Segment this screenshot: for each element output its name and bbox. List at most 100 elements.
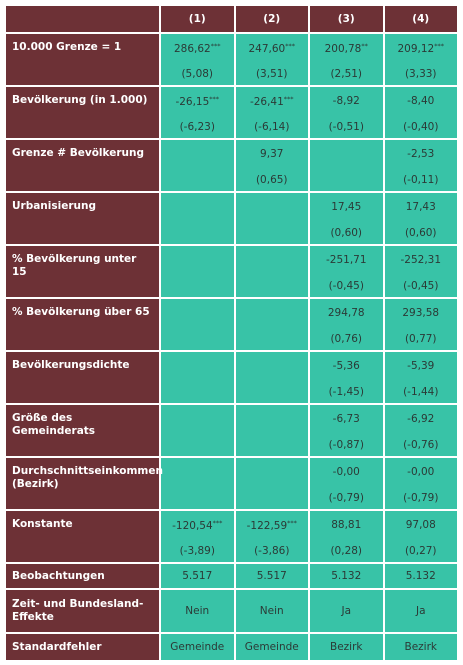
standard-error: (-0,76) [403, 439, 439, 451]
standard-error: (-0,79) [403, 492, 439, 504]
value-cell [235, 246, 308, 297]
coefficient-row: Durchschnittseinkommen (Bezirk) -0,00 (-0,… [6, 458, 457, 509]
value-cell: -122,59*** (-3,86) [235, 511, 309, 562]
value-cell: -8,92 (-0,51) [310, 87, 383, 138]
coefficient: -26,41*** [236, 95, 309, 109]
coefficient-row: Grenze # Bevölkerung 9,37 (0,65) -2,53 (-0,1… [6, 140, 457, 191]
value-cell: Gemeinde [235, 634, 308, 660]
coefficient-value: 209,12 [397, 43, 435, 55]
significance-stars: *** [434, 42, 444, 50]
significance-stars: *** [210, 42, 221, 50]
coefficient: -6,73 [310, 413, 383, 427]
coefficient-row: Größe des Gemeinderats -6,73 (-0,87) -6,92 (… [6, 405, 457, 456]
header-row: (1) (2) (3) (4) [6, 6, 457, 32]
value-cell: Nein [235, 590, 308, 632]
value-cell [161, 405, 234, 456]
coefficient-value: -26,15 [175, 96, 210, 108]
coefficient-value: -26,41 [249, 96, 284, 108]
value-cell [235, 352, 308, 403]
coefficient: 209,12*** [385, 42, 458, 56]
coefficient: 286,62*** [161, 42, 234, 56]
coefficient-value: -122,59 [246, 520, 288, 532]
value-cell: -5,36 (-1,45) [310, 352, 383, 403]
coefficient-value: -6,92 [407, 413, 435, 425]
value-cell [161, 246, 234, 297]
row-label: % Bevölkerung unter 15 [6, 246, 159, 297]
value-cell: 286,62*** (5,08) [161, 34, 234, 85]
value-cell: Ja [310, 590, 383, 632]
standard-error: (-0,87) [328, 439, 364, 451]
coefficient: -5,36 [310, 360, 383, 374]
significance-stars: *** [212, 519, 223, 527]
row-label: Durchschnittseinkommen (Bezirk) [6, 458, 163, 509]
value-cell: -251,71 (-0,45) [310, 246, 383, 297]
coefficient: -0,00 [310, 466, 383, 480]
standard-error: (-3,86) [254, 545, 290, 557]
standard-error: (0,27) [404, 545, 437, 557]
coefficient-value: 17,43 [405, 201, 436, 213]
coefficient: -8,92 [310, 95, 383, 109]
standard-error: (0,60) [404, 227, 437, 239]
value-cell: 209,12*** (3,33) [384, 34, 458, 85]
coefficient-value: 293,58 [402, 307, 440, 319]
value-cell: -6,92 (-0,76) [384, 405, 457, 456]
coefficient-value: -8,40 [407, 95, 435, 107]
standard-error: (-0,40) [403, 121, 439, 133]
row-label: Zeit- und Bundesland-Effekte [6, 590, 159, 632]
standard-error: (0,76) [330, 333, 363, 345]
standard-error: (-0,45) [328, 280, 364, 292]
coefficient-row: % Bevölkerung unter 15 -251,71 (-0,45) -252… [6, 246, 457, 297]
coefficient-row: Bevölkerung (in 1.000) -26,15*** (-6,23) -2… [6, 87, 457, 138]
row-label: Beobachtungen [6, 564, 159, 588]
standard-error: (-1,44) [403, 386, 439, 398]
significance-stars: *** [287, 519, 297, 527]
coefficient: -8,40 [385, 95, 458, 109]
value-cell [161, 352, 234, 403]
standard-error: (5,08) [181, 68, 214, 80]
value-cell [235, 405, 308, 456]
coefficient-value: -251,71 [325, 254, 367, 266]
value-cell: 5.517 [235, 564, 308, 588]
row-label: Grenze # Bevölkerung [6, 140, 159, 191]
footer-row: Beobachtungen 5.517 5.517 5.132 5.132 [6, 564, 457, 588]
coefficient-row: Urbanisierung 17,45 (0,60) 17,43 (0,60) [6, 193, 457, 244]
coefficient-row: 10.000 Grenze = 1 286,62*** (5,08) 247,60**… [6, 34, 457, 85]
standard-error: (-3,89) [179, 545, 215, 557]
coefficient: -5,39 [385, 360, 458, 374]
column-header: (4) [384, 6, 457, 32]
value-cell: 247,60*** (3,51) [235, 34, 308, 85]
value-cell [235, 193, 308, 244]
value-cell [235, 458, 308, 509]
standard-error: (2,51) [330, 68, 363, 80]
coefficient: 97,08 [385, 519, 458, 533]
coefficient: -122,59*** [236, 519, 309, 533]
value-cell: -5,39 (-1,44) [384, 352, 458, 403]
coefficient: 9,37 [236, 148, 309, 162]
footer-row: Zeit- und Bundesland-Effekte Nein Nein Ja Ja [6, 590, 457, 632]
coefficient: 294,78 [310, 307, 383, 321]
coefficient: 293,58 [385, 307, 458, 321]
coefficient: 17,43 [385, 201, 458, 215]
coefficient-row: Konstante -120,54*** (-3,89) -122,59*** (-3,… [6, 511, 457, 562]
coefficient: -26,15*** [161, 95, 234, 109]
value-cell: 9,37 (0,65) [235, 140, 309, 191]
coefficient-value: -252,31 [400, 254, 442, 266]
value-cell [310, 140, 383, 191]
standard-error: (-6,23) [179, 121, 215, 133]
column-header: (3) [310, 6, 383, 32]
standard-error: (-0,51) [328, 121, 364, 133]
coefficient-value: 97,08 [405, 519, 436, 531]
value-cell [235, 299, 308, 350]
coefficient-value: -0,00 [407, 466, 435, 478]
standard-error: (0,60) [330, 227, 363, 239]
value-cell: -0,00 (-0,79) [384, 458, 457, 509]
standard-error: (-1,45) [328, 386, 364, 398]
row-label: Größe des Gemeinderats [6, 405, 159, 456]
value-cell: Ja [384, 590, 457, 632]
value-cell: 293,58 (0,77) [384, 299, 458, 350]
significance-stars: *** [285, 42, 295, 50]
coefficient-value: 17,45 [331, 201, 362, 213]
value-cell: Bezirk [384, 634, 457, 660]
regression-table: (1) (2) (3) (4) 10.000 Grenze = 1 286,62*** (5… [4, 4, 459, 662]
